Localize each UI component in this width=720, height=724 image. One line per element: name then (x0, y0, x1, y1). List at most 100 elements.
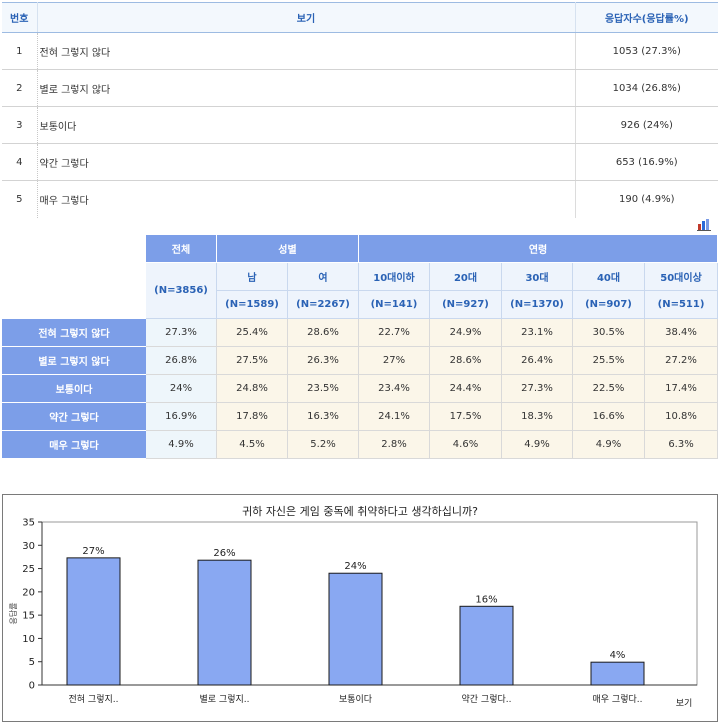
y-tick-label: 0 (29, 681, 35, 692)
x-tick-label: 보통이다 (339, 694, 373, 705)
x-tick-label: 약간 그렇다.. (462, 693, 512, 705)
answer-no: 5 (2, 180, 38, 218)
crosstab-corner (2, 235, 146, 319)
crosstab-group-n: (N=141) (359, 291, 430, 319)
crosstab-value: 27% (359, 347, 430, 375)
crosstab-value: 27.2% (645, 347, 719, 375)
crosstab-total-value: 24% (146, 375, 217, 403)
crosstab-value: 25.5% (573, 347, 645, 375)
crosstab-value: 28.6% (288, 319, 359, 347)
answer-label: 보통이다 (37, 106, 576, 144)
header-count: 응답자수(응답률%) (575, 2, 718, 33)
header-no: 번호 (2, 2, 38, 33)
crosstab-value: 27.5% (217, 347, 288, 375)
crosstab-value: 4.5% (217, 431, 288, 459)
crosstab-total-value: 16.9% (146, 403, 217, 431)
y-tick-label: 15 (22, 611, 35, 622)
crosstab-row-label: 전혀 그렇지 않다 (2, 319, 146, 347)
bar-chart-icon[interactable] (697, 219, 711, 231)
y-tick-label: 10 (22, 634, 35, 645)
crosstab-group-label: 50대이상 (645, 263, 719, 291)
answer-no: 2 (2, 69, 38, 107)
y-tick-label: 30 (22, 541, 35, 552)
crosstab-value: 28.6% (430, 347, 502, 375)
crosstab-total-header: 전체 (146, 235, 217, 263)
x-tick-label: 별로 그렇지.. (200, 694, 250, 705)
crosstab-value: 27.3% (502, 375, 573, 403)
crosstab-row: 별로 그렇지 않다 26.8% 27.5% 26.3% 27% 28.6% 26.4% 25.… (2, 347, 719, 375)
crosstab-value: 16.3% (288, 403, 359, 431)
bar (66, 557, 121, 686)
crosstab-value: 22.5% (573, 375, 645, 403)
y-tick-label: 25 (22, 564, 35, 575)
answer-count: 653 (16.9%) (575, 143, 718, 181)
crosstab-value: 17.5% (430, 403, 502, 431)
crosstab-value: 10.8% (645, 403, 719, 431)
answer-row: 1 전혀 그렇지 않다 1053 (27.3%) (2, 32, 718, 70)
answer-count: 926 (24%) (575, 106, 718, 144)
answer-row: 4 약간 그렇다 653 (16.9%) (2, 143, 718, 181)
crosstab-total-n: (N=3856) (146, 263, 217, 319)
crosstab-total-value: 27.3% (146, 319, 217, 347)
answer-label: 약간 그렇다 (37, 143, 576, 181)
crosstab-gender-header: 성별 (217, 235, 359, 263)
crosstab-row-label: 보통이다 (2, 375, 146, 403)
bar-data-label: 16% (475, 594, 497, 605)
bar-data-label: 24% (344, 561, 366, 572)
crosstab-value: 5.2% (288, 431, 359, 459)
answer-row: 5 매우 그렇다 190 (4.9%) (2, 180, 718, 218)
crosstab-value: 22.7% (359, 319, 430, 347)
bar (590, 661, 645, 686)
crosstab-value: 4.9% (573, 431, 645, 459)
crosstab-value: 18.3% (502, 403, 573, 431)
crosstab-value: 23.1% (502, 319, 573, 347)
bar-data-label: 27% (82, 546, 104, 557)
answer-no: 4 (2, 143, 38, 181)
y-tick-label: 5 (29, 657, 35, 668)
crosstab-row: 약간 그렇다 16.9% 17.8% 16.3% 24.1% 17.5% 18.3% 16.6… (2, 403, 719, 431)
crosstab-group-label: 30대 (502, 263, 573, 291)
answer-label: 전혀 그렇지 않다 (37, 32, 576, 70)
crosstab-value: 6.3% (645, 431, 719, 459)
chart-title: 귀하 자신은 게임 중독에 취약하다고 생각하십니까? (242, 505, 478, 518)
crosstab-table: 전체 성별 연령 (N=3856) 남 여 10대이하 20대 30대 40대 50대이상 … (2, 235, 719, 459)
bar (328, 572, 383, 686)
crosstab-value: 23.5% (288, 375, 359, 403)
crosstab-group-n: (N=511) (645, 291, 719, 319)
answer-no: 3 (2, 106, 38, 144)
crosstab-value: 16.6% (573, 403, 645, 431)
bar-chart: 귀하 자신은 게임 중독에 취약하다고 생각하십니까? 0 5 10 15 20 25 30… (2, 494, 718, 722)
answer-count: 1053 (27.3%) (575, 32, 718, 70)
crosstab-row: 보통이다 24% 24.8% 23.5% 23.4% 24.4% 27.3% 22.5% 17.… (2, 375, 719, 403)
crosstab-group-n: (N=927) (430, 291, 502, 319)
crosstab-value: 26.4% (502, 347, 573, 375)
crosstab-value: 4.6% (430, 431, 502, 459)
answer-count: 190 (4.9%) (619, 193, 675, 205)
crosstab-value: 24.9% (430, 319, 502, 347)
crosstab-group-label: 여 (288, 263, 359, 291)
crosstab-group-n: (N=1370) (502, 291, 573, 319)
crosstab-group-label: 10대이하 (359, 263, 430, 291)
crosstab-group-label: 40대 (573, 263, 645, 291)
crosstab-value: 2.8% (359, 431, 430, 459)
x-axis-label: 보기 (676, 698, 693, 709)
chart-canvas: 0 5 10 15 20 25 30 35 응답률 27% 전혀 그렇지.. 26% 별로 그렇지.. 2… (8, 518, 698, 709)
crosstab-row-label: 약간 그렇다 (2, 403, 146, 431)
bar (197, 559, 252, 686)
crosstab-value: 38.4% (645, 319, 719, 347)
crosstab-value: 24.1% (359, 403, 430, 431)
header-label: 보기 (37, 2, 576, 33)
y-axis-label: 응답률 (8, 602, 18, 624)
answer-count: 1034 (26.8%) (575, 69, 718, 107)
crosstab-value: 24.8% (217, 375, 288, 403)
crosstab-group-n: (N=2267) (288, 291, 359, 319)
x-tick-label: 매우 그렇다.. (593, 694, 643, 705)
crosstab-value: 23.4% (359, 375, 430, 403)
answer-no: 1 (2, 32, 38, 70)
crosstab-value: 17.8% (217, 403, 288, 431)
bar-data-label: 26% (213, 548, 235, 559)
crosstab-row-label: 매우 그렇다 (2, 431, 146, 459)
crosstab-value: 24.4% (430, 375, 502, 403)
crosstab-age-header: 연령 (359, 235, 719, 263)
y-tick-label: 35 (22, 518, 35, 529)
